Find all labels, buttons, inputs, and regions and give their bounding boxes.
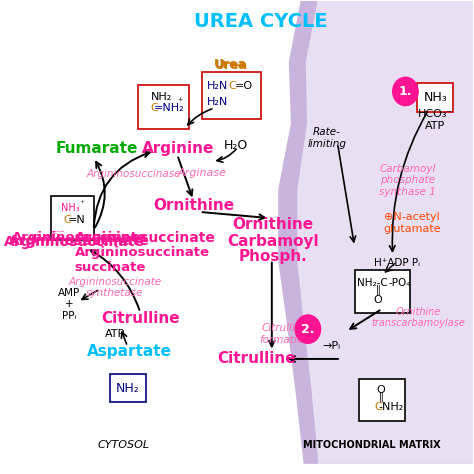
Text: Ornithine: Ornithine: [153, 198, 234, 213]
Text: Argininosuccinase: Argininosuccinase: [87, 169, 181, 179]
Text: ‖: ‖: [378, 392, 383, 402]
Text: -PO₄: -PO₄: [389, 278, 411, 288]
Text: Fumarate: Fumarate: [55, 141, 138, 156]
Text: H₂N: H₂N: [207, 97, 228, 107]
Text: MITOCHONDRIAL MATRIX: MITOCHONDRIAL MATRIX: [303, 440, 440, 450]
Polygon shape: [278, 0, 474, 464]
Text: C: C: [374, 402, 382, 412]
Text: Ornithine
transcarbamoylase: Ornithine transcarbamoylase: [371, 307, 465, 328]
Text: Rate-
limiting: Rate- limiting: [308, 127, 346, 148]
Circle shape: [392, 77, 418, 106]
FancyBboxPatch shape: [355, 270, 410, 313]
Text: Argininosuccinate: Argininosuccinate: [4, 235, 145, 249]
Text: Argininosuccinate: Argininosuccinate: [12, 230, 147, 244]
Text: Citrulline
formation: Citrulline formation: [259, 323, 310, 345]
Polygon shape: [297, 0, 474, 464]
Text: Urea: Urea: [214, 58, 247, 72]
Text: Aspartate: Aspartate: [87, 344, 172, 359]
Text: Arginase: Arginase: [177, 168, 226, 178]
Text: Citrulline: Citrulline: [101, 311, 180, 326]
Text: NH₃: NH₃: [61, 203, 80, 213]
Text: ATP: ATP: [425, 121, 445, 131]
Text: C: C: [228, 81, 236, 91]
Text: →Pᵢ: →Pᵢ: [322, 341, 340, 351]
Text: Ornithine: Ornithine: [232, 217, 313, 232]
FancyBboxPatch shape: [359, 379, 405, 421]
Text: Argininosuccinate: Argininosuccinate: [9, 234, 150, 248]
Text: Argininosuccinate
succinate: Argininosuccinate succinate: [74, 246, 210, 274]
Text: UREA CYCLE: UREA CYCLE: [194, 12, 328, 31]
Text: NH₂: NH₂: [116, 382, 139, 395]
Text: Carbamoyl
phosphate
synthase 1: Carbamoyl phosphate synthase 1: [379, 164, 436, 197]
Text: =O: =O: [234, 81, 253, 91]
Text: 1.: 1.: [399, 85, 412, 98]
Text: CYTOSOL: CYTOSOL: [97, 440, 149, 450]
Text: -NH₂: -NH₂: [379, 402, 404, 412]
Text: NH₃: NH₃: [423, 91, 447, 104]
Text: Argininosuccinate
succinate: Argininosuccinate succinate: [50, 231, 64, 234]
Text: NH₂: NH₂: [151, 91, 172, 101]
Text: C: C: [64, 216, 71, 226]
Text: =NH₂: =NH₂: [154, 103, 185, 113]
Text: H⁺ADP Pᵢ: H⁺ADP Pᵢ: [374, 258, 420, 268]
Text: Phosph.: Phosph.: [238, 249, 307, 264]
FancyBboxPatch shape: [138, 84, 189, 129]
Text: Citrulline: Citrulline: [218, 351, 296, 366]
Text: HCO₃⁻: HCO₃⁻: [418, 109, 453, 119]
Text: ATP: ATP: [105, 329, 125, 339]
Text: ⊕N-acetyl
glutamate: ⊕N-acetyl glutamate: [383, 212, 441, 234]
Text: O: O: [374, 295, 382, 305]
Text: Urea: Urea: [215, 59, 248, 73]
Text: Carbamoyl: Carbamoyl: [227, 234, 319, 249]
FancyBboxPatch shape: [51, 196, 94, 240]
Text: H₂O: H₂O: [224, 139, 248, 152]
Text: Argininosuccinate: Argininosuccinate: [74, 231, 215, 245]
Text: H₂N: H₂N: [207, 81, 228, 91]
Text: Arginine: Arginine: [142, 141, 215, 156]
Text: ⁺: ⁺: [177, 97, 182, 107]
FancyBboxPatch shape: [109, 374, 146, 402]
Text: 2.: 2.: [301, 323, 315, 336]
Text: ⁺: ⁺: [80, 200, 84, 209]
Text: C: C: [150, 103, 158, 113]
Text: =N: =N: [68, 216, 85, 226]
Text: ‖: ‖: [375, 285, 380, 295]
FancyBboxPatch shape: [202, 72, 261, 119]
Text: AMP
+
PPᵢ: AMP + PPᵢ: [58, 288, 81, 321]
Circle shape: [295, 315, 320, 343]
FancyBboxPatch shape: [417, 83, 453, 112]
Text: NH₂-C: NH₂-C: [357, 278, 388, 288]
Text: O: O: [376, 385, 385, 395]
Text: Argininosuccinate
synthetase: Argininosuccinate synthetase: [68, 277, 162, 298]
